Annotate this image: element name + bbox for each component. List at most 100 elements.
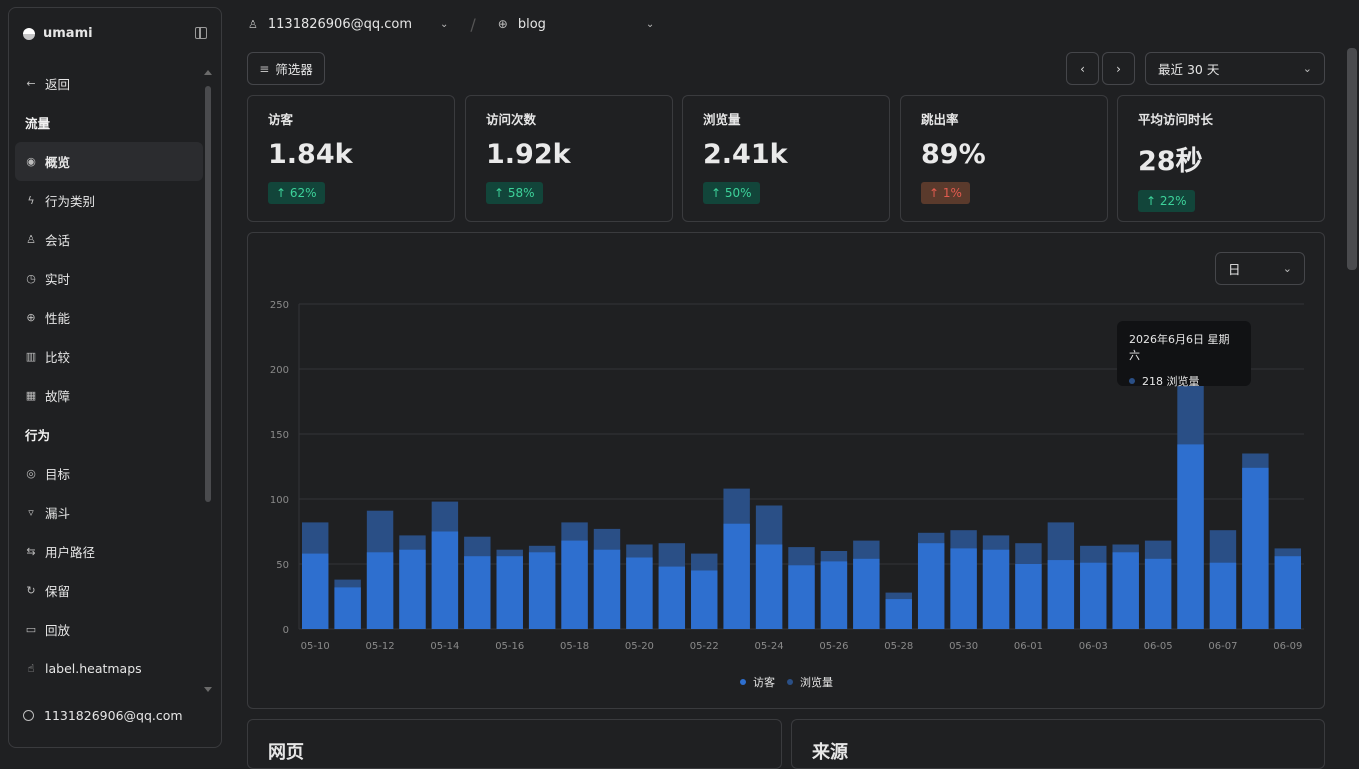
legend-item-visitors[interactable]: 访客 [740, 674, 775, 690]
sidebar-item-retention[interactable]: ↻ 保留 [15, 571, 203, 610]
sidebar-item-label: 目标 [45, 467, 71, 482]
metric-value: 2.41k [703, 139, 788, 170]
sidebar-item-goals[interactable]: ◎ 目标 [15, 454, 203, 493]
x-tick-label: 05-10 [301, 641, 330, 652]
sidebar-item-events[interactable]: ϟ 行为类别 [15, 181, 203, 220]
website-selector[interactable]: ⊕ blog ⌄ [498, 17, 655, 32]
account-name: 1131826906@qq.com [267, 16, 412, 32]
tooltip-line: 218 浏览量 [1129, 373, 1239, 389]
visitors-bar [950, 548, 977, 629]
topbar: ♙ 1131826906@qq.com ⌄ / ⊕ blog ⌄ [248, 14, 654, 34]
sidebar-item-label: 行为类别 [45, 194, 96, 209]
website-name: blog [517, 16, 546, 32]
target-icon: ◎ [26, 467, 36, 480]
prev-range-button[interactable]: ‹ [1066, 52, 1099, 85]
metric-change-value: 22% [1159, 194, 1187, 208]
visitors-bar [1209, 562, 1237, 629]
sidebar-item-overview[interactable]: ◉ 概览 [15, 142, 203, 181]
sidebar-item-label: 会话 [45, 233, 71, 248]
visitors-bar [917, 543, 945, 629]
sidebar-item-label: 实时 [45, 272, 71, 287]
unit-value: 日 [1228, 262, 1241, 277]
x-tick-label: 06-05 [1144, 641, 1173, 652]
metric-value: 1.92k [486, 139, 571, 170]
brand-name: umami [43, 26, 93, 41]
filter-button[interactable]: ≡ 筛选器 [247, 52, 325, 85]
sidebar: umami ← 返回 流量 ◉ 概览 ϟ 行为类别 ♙ 会话 ◷ 实时 ⊕ 性能… [8, 7, 222, 748]
sidebar-item-compare[interactable]: ▥ 比较 [15, 337, 203, 376]
tooltip-date: 2026年6月6日 星期六 [1129, 333, 1230, 362]
tooltip-value: 218 浏览量 [1142, 375, 1200, 388]
x-tick-label: 05-30 [949, 641, 978, 652]
sidebar-item-funnel[interactable]: ▿ 漏斗 [15, 493, 203, 532]
y-tick-label: 250 [270, 300, 289, 311]
filter-label: 筛选器 [275, 62, 313, 77]
account-selector[interactable]: ♙ 1131826906@qq.com ⌄ [248, 17, 448, 32]
sidebar-item-performance[interactable]: ⊕ 性能 [15, 298, 203, 337]
metric-change-value: 62% [289, 186, 317, 200]
brand[interactable]: umami [23, 26, 93, 41]
legend-item-views[interactable]: 浏览量 [787, 674, 833, 690]
visitors-bar [399, 549, 426, 629]
x-tick-label: 05-16 [495, 641, 524, 652]
legend-label: 访客 [753, 676, 775, 689]
visitors-bar [788, 565, 815, 629]
visitors-bar [820, 561, 848, 629]
visitors-bar [431, 531, 459, 629]
unit-select[interactable]: 日 ⌄ [1215, 252, 1305, 285]
pages-card-title: 网页 [268, 742, 304, 763]
sidebar-collapse-icon[interactable] [195, 27, 207, 39]
globe-icon: ⊕ [497, 17, 508, 31]
metric-card-views: 浏览量 2.41k ↑ 50% [682, 95, 890, 222]
sidebar-item-journeys[interactable]: ⇆ 用户路径 [15, 532, 203, 571]
sidebar-item-label: label.heatmaps [45, 661, 142, 676]
user-circle-icon [23, 710, 34, 721]
views-dot-icon [787, 679, 793, 685]
grid-icon: ▦ [25, 389, 37, 402]
x-tick-label: 06-09 [1273, 641, 1302, 652]
visitors-bar [723, 523, 750, 629]
metric-label: 访客 [268, 112, 294, 127]
visitors-bar [334, 587, 361, 629]
metric-card-bounce-rate: 跳出率 89% ↑ 1% [900, 95, 1108, 222]
y-tick-label: 200 [270, 365, 289, 376]
back-link[interactable]: ← 返回 [15, 64, 203, 103]
metric-card-visit-duration: 平均访问时长 28秒 ↑ 22% [1117, 95, 1325, 222]
chevron-down-icon: ⌄ [1282, 262, 1292, 275]
clock-icon: ◷ [26, 272, 36, 285]
sidebar-item-replay[interactable]: ▭ 回放 [15, 610, 203, 649]
sidebar-item-label: 保留 [45, 584, 71, 599]
sidebar-item-heatmaps[interactable]: ☝ label.heatmaps [15, 649, 203, 688]
x-tick-label: 06-03 [1079, 641, 1108, 652]
visitors-bar [1242, 467, 1269, 629]
visitors-bar [658, 566, 686, 629]
x-tick-label: 05-22 [690, 641, 719, 652]
visitors-bar [691, 570, 718, 629]
metric-change-value: 50% [724, 186, 752, 200]
pages-card: 网页 [247, 719, 782, 769]
visitors-bar [528, 552, 556, 629]
visitors-bar [1080, 562, 1107, 629]
metric-label: 浏览量 [703, 112, 741, 127]
metric-value: 28秒 [1138, 146, 1203, 177]
sidebar-item-realtime[interactable]: ◷ 实时 [15, 259, 203, 298]
scroll-down-icon[interactable] [204, 687, 212, 692]
scroll-up-icon[interactable] [204, 70, 212, 75]
sidebar-scrollbar[interactable] [203, 68, 212, 694]
user-menu[interactable]: 1131826906@qq.com [23, 708, 183, 723]
visitors-bar [302, 553, 329, 629]
metric-value: 1.84k [268, 139, 353, 170]
sidebar-item-sessions[interactable]: ♙ 会话 [15, 220, 203, 259]
date-range-select[interactable]: 最近 30 天 ⌄ [1145, 52, 1325, 85]
sidebar-scroll-thumb[interactable] [205, 86, 211, 502]
x-tick-label: 06-01 [1014, 641, 1043, 652]
metric-label: 访问次数 [486, 112, 537, 127]
page-scrollbar-thumb[interactable] [1347, 48, 1357, 270]
metric-label: 平均访问时长 [1138, 112, 1214, 127]
sidebar-item-label: 回放 [45, 623, 71, 638]
next-range-button[interactable]: › [1102, 52, 1135, 85]
sidebar-item-breakdown[interactable]: ▦ 故障 [15, 376, 203, 415]
chart-tooltip: 2026年6月6日 星期六 218 浏览量 [1117, 321, 1251, 389]
metric-card-visitors: 访客 1.84k ↑ 62% [247, 95, 455, 222]
x-tick-label: 06-07 [1208, 641, 1237, 652]
